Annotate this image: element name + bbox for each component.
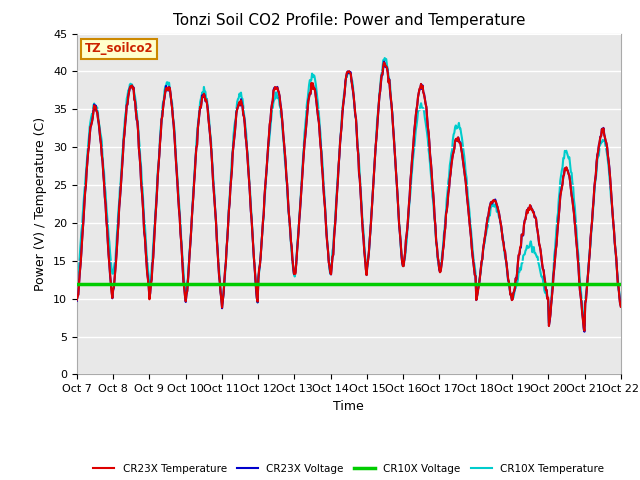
Legend: CR23X Temperature, CR23X Voltage, CR10X Voltage, CR10X Temperature: CR23X Temperature, CR23X Voltage, CR10X … <box>90 460 608 478</box>
Text: TZ_soilco2: TZ_soilco2 <box>85 42 154 55</box>
X-axis label: Time: Time <box>333 400 364 413</box>
Title: Tonzi Soil CO2 Profile: Power and Temperature: Tonzi Soil CO2 Profile: Power and Temper… <box>173 13 525 28</box>
Y-axis label: Power (V) / Temperature (C): Power (V) / Temperature (C) <box>35 117 47 291</box>
